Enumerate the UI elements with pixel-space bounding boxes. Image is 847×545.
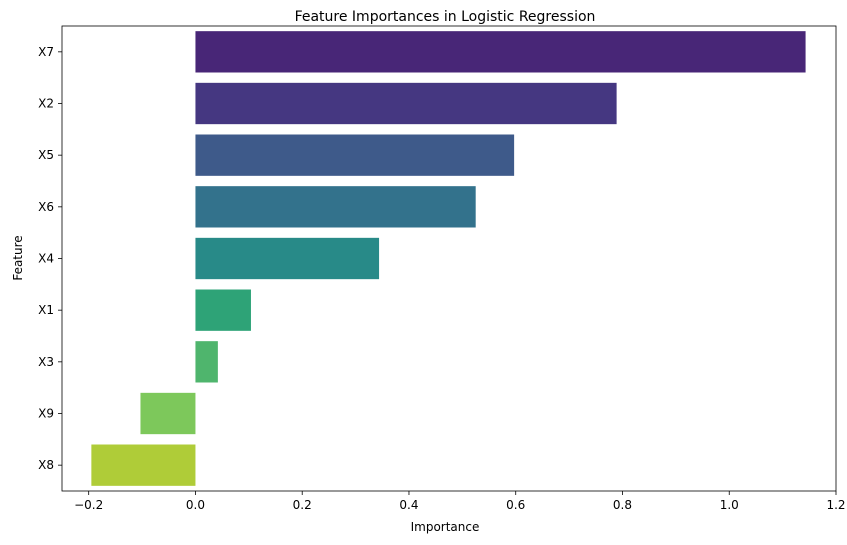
x-tick-label: 0.6 (506, 498, 525, 512)
y-tick-label: X7 (38, 45, 54, 59)
bar-x4 (195, 237, 380, 280)
y-tick-label: X9 (38, 407, 54, 421)
x-tick-label: 1.2 (826, 498, 845, 512)
x-tick-label: 0.0 (186, 498, 205, 512)
y-tick-label: X6 (38, 200, 54, 214)
y-axis-label: Feature (11, 235, 25, 280)
bars-group (91, 31, 806, 486)
x-tick-label: 1.0 (720, 498, 739, 512)
y-tick-label: X1 (38, 303, 54, 317)
bar-x6 (195, 186, 476, 228)
y-ticks-group: X7 X2 X5 X6 X4 X1 X3 X9 X8 (38, 45, 62, 472)
x-axis-label: Importance (411, 520, 480, 534)
y-tick-label: X8 (38, 458, 54, 472)
y-tick-label: X4 (38, 252, 54, 266)
x-tick-label: 0.2 (293, 498, 312, 512)
chart-title: Feature Importances in Logistic Regressi… (295, 9, 596, 25)
y-tick-label: X2 (38, 97, 54, 111)
y-tick-label: X3 (38, 355, 54, 369)
bar-x8 (91, 444, 196, 486)
x-tick-label: 0.4 (399, 498, 418, 512)
bar-x2 (195, 82, 617, 125)
y-tick-label: X5 (38, 148, 54, 162)
x-tick-label: −0.2 (74, 498, 103, 512)
bar-x5 (195, 134, 515, 176)
plot-frame (61, 25, 837, 492)
bar-x7 (195, 31, 806, 73)
bar-x1 (195, 289, 251, 331)
x-tick-label: 0.8 (613, 498, 632, 512)
x-ticks-group: −0.2 0.0 0.2 0.4 0.6 0.8 1.0 1.2 (74, 491, 846, 512)
bar-x9 (140, 392, 196, 435)
bar-x3 (195, 341, 218, 383)
